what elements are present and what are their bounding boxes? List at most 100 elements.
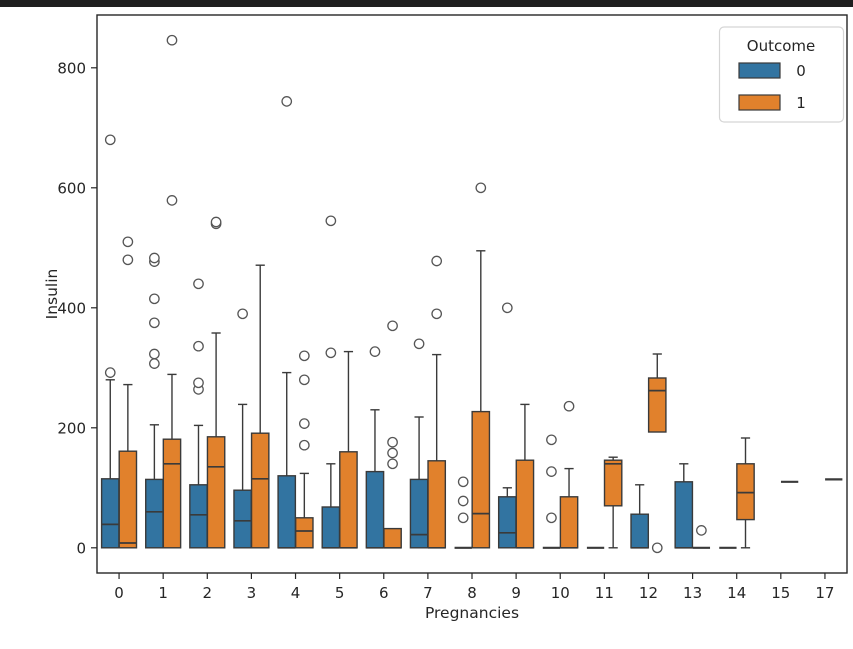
legend: Outcome 0 1 [718,26,845,123]
legend-label: 1 [796,94,806,112]
plot-border [96,14,848,574]
x-tick-label: 7 [423,584,433,602]
outlier-point [651,542,663,554]
outlier-point [193,278,204,290]
outlier-point [546,466,557,477]
box-12 [630,513,650,549]
outlier-point [166,195,178,206]
box-0 [100,478,120,549]
outlier-point [149,252,160,264]
box-6 [383,527,402,549]
outlier-point [149,358,160,369]
x-tick-label: 11 [595,584,614,602]
outlier-point [457,476,469,488]
y-tick-label: 0 [76,539,86,557]
y-tick-label: 200 [57,419,86,437]
outlier-point [298,439,310,451]
box-7 [427,460,447,549]
outlier-point [325,347,337,359]
box-14 [736,463,755,521]
outlier-point [457,495,469,507]
x-tick-label: 9 [511,584,521,602]
outlier-point [546,434,557,446]
box-0 [118,450,138,549]
outlier-point [387,436,398,448]
legend-title: Outcome [747,37,815,55]
x-tick-label: 15 [771,584,790,602]
outlier-point [431,308,443,320]
outlier-point [387,458,398,470]
box-11 [603,459,623,507]
outlier-point [387,447,398,459]
outlier-point [387,320,398,332]
x-tick-label: 14 [727,584,746,602]
x-tick-label: 10 [551,584,570,602]
box-5 [339,451,358,549]
box-4 [277,475,297,549]
box-2 [206,436,226,549]
y-axis-title: Insulin [43,269,61,320]
outlier-point [431,255,443,267]
outlier-point [193,340,204,352]
outlier-point [122,236,134,248]
outlier-point [281,96,293,107]
x-tick-label: 1 [158,584,168,602]
outlier-point [413,338,425,350]
box-1 [145,478,164,549]
box-12 [647,377,667,433]
box-7 [409,478,429,549]
outlier-point [475,182,487,194]
box-3 [250,432,270,549]
outlier-point [149,348,160,360]
x-tick-label: 4 [291,584,301,602]
outlier-point [149,293,160,305]
y-tick-label: 400 [57,299,86,317]
outlier-point [237,308,248,320]
x-tick-label: 3 [247,584,257,602]
x-axis-title: Pregnancies [425,604,519,622]
outlier-point [325,215,337,227]
outlier-point [298,350,310,362]
outlier-point [298,418,310,429]
outlier-point [193,377,204,389]
x-tick-label: 13 [683,584,702,602]
box-3 [233,489,252,549]
outlier-point [298,374,310,386]
x-tick-label: 8 [467,584,477,602]
box-9 [497,496,517,549]
box-10 [559,496,579,549]
box-series [100,34,843,554]
legend-swatch-outcome-1 [738,94,781,111]
box-2 [189,484,208,549]
box-1 [162,438,182,549]
outlier-point [563,400,575,412]
legend-swatch-outcome-0 [738,62,781,79]
outlier-point [122,254,134,266]
series-outcome-1 [118,34,843,554]
x-tick-label: 5 [335,584,345,602]
x-tick-label: 0 [114,584,124,602]
outlier-point [546,512,557,524]
box-6 [365,470,385,549]
x-tick-label: 2 [203,584,213,602]
x-tick-label: 12 [639,584,658,602]
x-tick-label: 6 [379,584,389,602]
y-tick-label: 600 [57,179,86,197]
y-tick-label: 800 [57,59,86,77]
outlier-point [457,512,469,524]
legend-label: 0 [796,62,806,80]
outlier-point [696,525,707,536]
box-8 [471,410,491,549]
box-9 [515,459,535,549]
box-4 [294,517,314,549]
outlier-point [104,134,116,146]
outlier-point [369,346,381,357]
outlier-point [149,317,160,329]
series-outcome-0 [100,96,737,549]
outlier-point [166,34,178,46]
outlier-point [104,367,116,378]
box-5 [321,506,341,549]
